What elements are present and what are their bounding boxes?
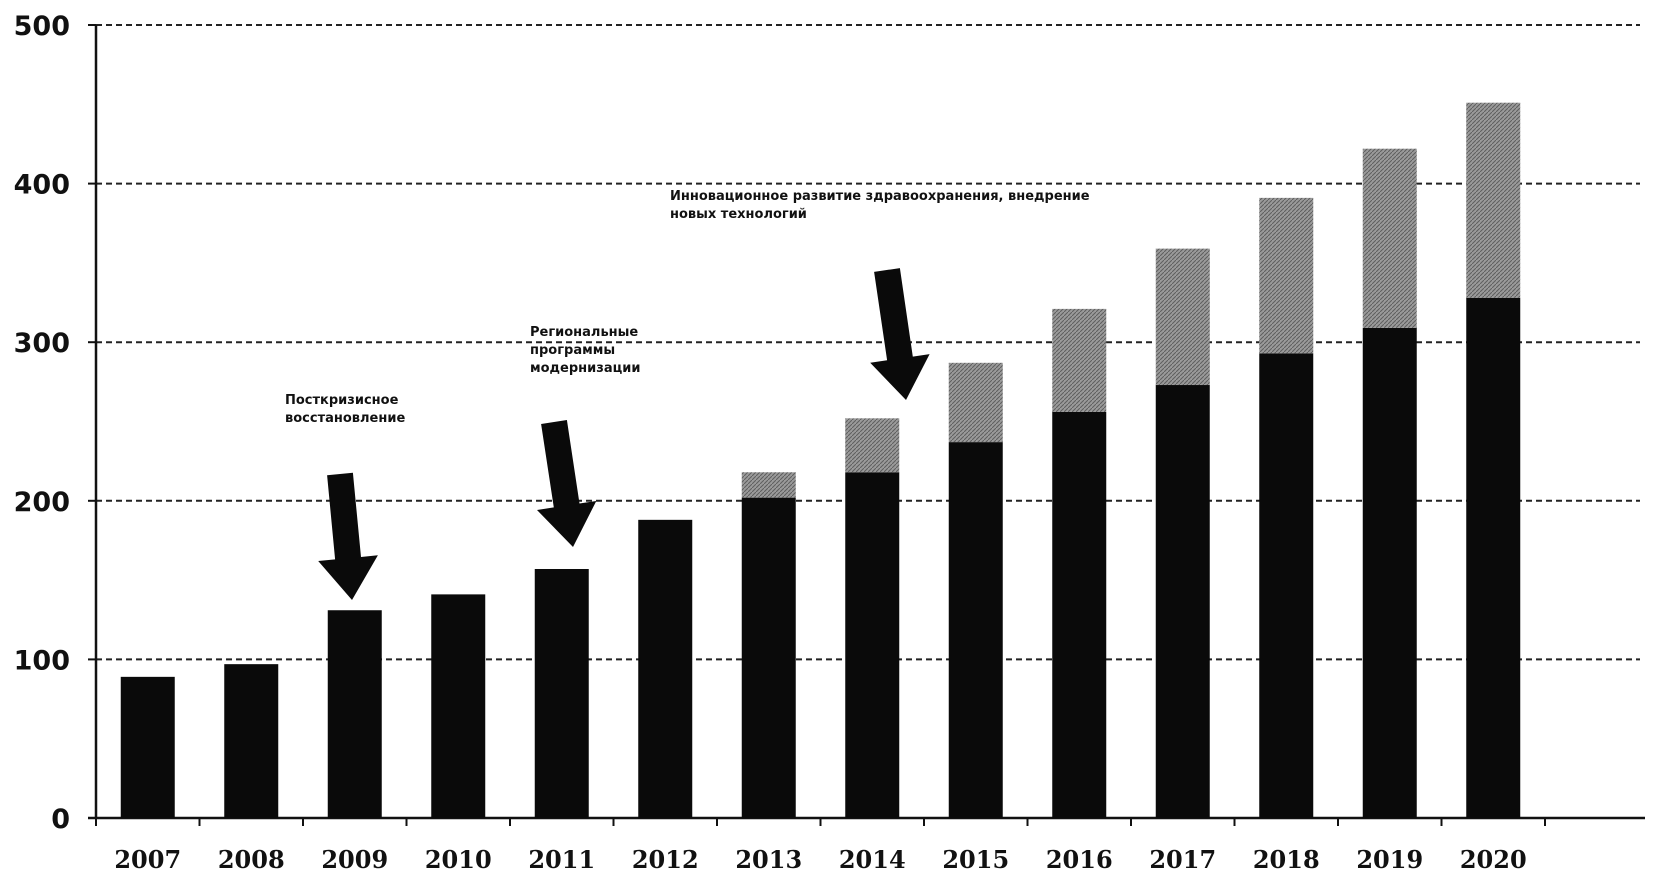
- x-tick-label: 2017: [1149, 845, 1216, 874]
- y-tick-label: 400: [14, 170, 70, 201]
- x-tick-label: 2020: [1460, 845, 1527, 874]
- bars: [120, 102, 1521, 818]
- bar-additional-2017: [1155, 248, 1210, 386]
- x-tick-label: 2011: [528, 845, 595, 874]
- bar-base-2015: [948, 442, 1003, 818]
- annotation-text: восстановление: [285, 411, 405, 426]
- x-tick-label: 2016: [1046, 845, 1113, 874]
- annotation-text: новых технологий: [670, 207, 807, 222]
- bar-base-2011: [534, 568, 589, 818]
- x-tick-label: 2012: [632, 845, 699, 874]
- x-tick-label: 2008: [218, 845, 285, 874]
- x-tick-label: 2013: [735, 845, 802, 874]
- annotation-text: Региональные: [530, 325, 638, 340]
- annotations: Посткризисное восстановление Региональные п…: [285, 189, 1090, 600]
- y-tick-label: 300: [14, 328, 70, 359]
- y-tick-label: 0: [51, 804, 70, 835]
- bar-base-2016: [1052, 411, 1107, 818]
- x-tick-label: 2018: [1253, 845, 1320, 874]
- bar-base-2020: [1466, 297, 1521, 818]
- bar-additional-2015: [948, 362, 1003, 443]
- bar-additional-2020: [1466, 102, 1521, 298]
- bar-additional-2018: [1259, 197, 1314, 354]
- x-tick-label: 2014: [839, 845, 906, 874]
- annotation-2011: Региональные программы модернизации: [530, 325, 640, 547]
- y-tick-label: 500: [14, 11, 70, 42]
- bar-additional-2013: [741, 472, 796, 498]
- x-tick-label: 2015: [942, 845, 1009, 874]
- bar-additional-2016: [1052, 308, 1107, 412]
- bar-base-2009: [327, 610, 382, 818]
- tick-labels: 0 100 200 300 400 500 2007 2008 2009 2010 2011 2012…: [14, 11, 1527, 874]
- annotation-text: программы: [530, 343, 615, 358]
- annotation-text: Посткризисное: [285, 393, 399, 408]
- arrow-down-icon: [318, 472, 378, 600]
- bar-base-2014: [845, 472, 900, 818]
- y-tick-label: 100: [14, 645, 70, 676]
- arrow-down-icon: [537, 420, 597, 547]
- bar-base-2017: [1155, 385, 1210, 818]
- bar-base-2008: [224, 664, 279, 818]
- x-tick-label: 2019: [1356, 845, 1423, 874]
- bar-base-2018: [1259, 353, 1314, 818]
- y-tick-label: 200: [14, 487, 70, 518]
- annotation-2009: Посткризисное восстановление: [285, 393, 405, 600]
- bar-additional-2014: [845, 418, 900, 473]
- bar-base-2019: [1362, 327, 1417, 818]
- x-tick-label: 2009: [321, 845, 388, 874]
- arrow-down-icon: [870, 268, 930, 400]
- bar-base-2007: [120, 676, 175, 818]
- annotation-2014: Инновационное развитие здравоохранения, …: [670, 189, 1090, 400]
- annotation-text: Инновационное развитие здравоохранения, …: [670, 189, 1090, 204]
- annotation-text: модернизации: [530, 361, 640, 376]
- bar-additional-2019: [1362, 148, 1417, 328]
- bar-base-2010: [431, 594, 486, 818]
- bar-base-2013: [741, 497, 796, 818]
- x-tick-label: 2010: [425, 845, 492, 874]
- x-tick-label: 2007: [114, 845, 181, 874]
- bar-base-2012: [638, 519, 693, 818]
